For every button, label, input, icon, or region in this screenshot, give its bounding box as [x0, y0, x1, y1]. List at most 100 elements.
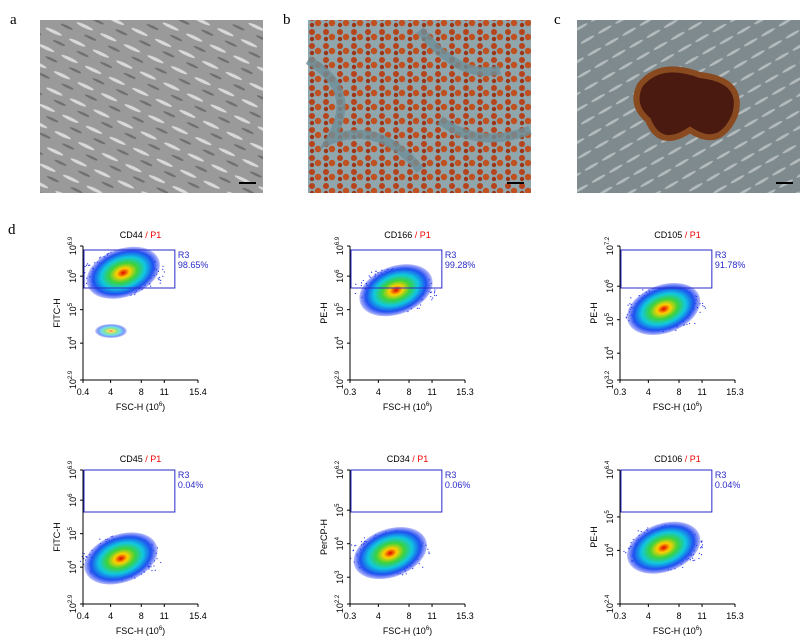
event-dot: [627, 304, 629, 306]
event-dot: [375, 270, 377, 272]
x-tick-label: 0.4: [77, 611, 90, 621]
event-dot: [355, 544, 357, 546]
event-dot: [682, 566, 684, 569]
y-tick-label: 102.9: [335, 370, 345, 389]
x-axis-label: FSC-H (106): [653, 402, 702, 412]
x-tick-label: 15.4: [189, 387, 207, 397]
y-tick-label: 102.2: [335, 594, 345, 613]
y-tick-label: 106: [68, 269, 78, 283]
plot-title: CD45 / P1: [120, 454, 162, 464]
y-axis-label: PE-H: [319, 302, 329, 324]
x-tick-label: 8: [139, 387, 144, 397]
gate: [620, 249, 713, 289]
event-dot: [416, 307, 418, 309]
y-tick-label: 105: [68, 302, 78, 316]
event-dot: [701, 547, 703, 549]
event-dot: [157, 277, 159, 279]
event-dot: [699, 311, 701, 313]
event-dot: [89, 264, 91, 266]
event-dot: [637, 530, 639, 532]
event-dot: [434, 291, 436, 293]
event-dot: [154, 569, 156, 571]
x-tick-label: 4: [376, 611, 381, 621]
event-dot: [418, 563, 420, 565]
event-dot: [420, 304, 422, 306]
event-dot: [428, 552, 430, 555]
event-dot: [85, 555, 87, 558]
x-tick-label: 0.3: [344, 611, 357, 621]
y-tick-label: 104: [335, 536, 345, 550]
gate: [350, 249, 443, 289]
y-tick-label: 106.9: [68, 460, 78, 479]
x-tick-label: 11: [697, 611, 706, 621]
event-dot: [647, 527, 649, 529]
event-dot: [433, 292, 436, 294]
event-dot: [162, 265, 164, 267]
density-cloud: [86, 246, 160, 299]
y-tick-label: 106: [68, 493, 78, 507]
event-dot: [160, 561, 162, 564]
event-dot: [702, 305, 704, 307]
gate-name: R3: [445, 250, 457, 260]
event-dot: [629, 303, 631, 305]
event-dot: [370, 271, 373, 273]
event-dot: [162, 275, 164, 277]
gate: [83, 469, 176, 513]
y-tick-label: 103: [335, 570, 345, 584]
y-tick-label: 106.4: [605, 460, 615, 479]
x-tick-label: 11: [697, 387, 706, 397]
density-cloud: [353, 527, 427, 580]
event-dot: [84, 265, 86, 267]
x-axis-label: FSC-H (106): [116, 626, 165, 636]
event-dot: [158, 278, 160, 281]
x-tick-label: 11: [160, 611, 169, 621]
event-dot: [430, 295, 432, 298]
event-dot: [360, 285, 362, 287]
gate-percent: 98.65%: [178, 260, 209, 270]
x-tick-label: 15.3: [456, 387, 474, 397]
density-cloud: [95, 324, 127, 338]
event-dot: [700, 547, 702, 549]
y-tick-label: 105: [605, 510, 615, 524]
event-dot: [354, 545, 356, 547]
y-tick-label: 106.2: [335, 460, 345, 479]
x-tick-label: 15.4: [189, 611, 207, 621]
event-dot: [85, 264, 88, 266]
micrograph-detail: [633, 66, 740, 141]
event-dot: [701, 302, 704, 305]
event-dot: [159, 282, 161, 284]
y-axis-label: FITC-H: [52, 298, 62, 328]
x-tick-label: 4: [376, 387, 381, 397]
event-dot: [428, 551, 430, 553]
event-dot: [150, 285, 152, 287]
event-dot: [402, 574, 404, 576]
micrograph-detail: [305, 27, 532, 173]
event-dot: [434, 294, 436, 297]
plot-title: CD44 / P1: [120, 230, 162, 240]
y-tick-label: 104: [68, 560, 78, 574]
x-axis-label: FSC-H (106): [653, 626, 702, 636]
y-tick-label: 104: [335, 336, 345, 350]
plot-title: CD34 / P1: [387, 454, 429, 464]
event-dot: [363, 537, 366, 539]
density-cloud: [627, 521, 701, 574]
event-dot: [700, 540, 702, 543]
x-tick-label: 8: [677, 387, 682, 397]
x-tick-label: 8: [677, 611, 682, 621]
event-dot: [354, 292, 356, 295]
x-tick-label: 0.3: [614, 387, 627, 397]
event-dot: [83, 553, 85, 555]
gate-name: R3: [715, 250, 727, 260]
event-dot: [153, 565, 155, 567]
plot-title: CD105 / P1: [654, 230, 701, 240]
event-dot: [151, 570, 153, 572]
gate-percent: 0.06%: [445, 480, 471, 490]
event-dot: [355, 283, 357, 286]
y-tick-label: 104: [605, 543, 615, 557]
event-dot: [625, 551, 627, 554]
event-dot: [99, 538, 101, 540]
event-dot: [352, 549, 355, 551]
x-tick-label: 15.3: [456, 611, 474, 621]
density-cloud: [627, 282, 701, 336]
x-tick-label: 11: [427, 611, 436, 621]
